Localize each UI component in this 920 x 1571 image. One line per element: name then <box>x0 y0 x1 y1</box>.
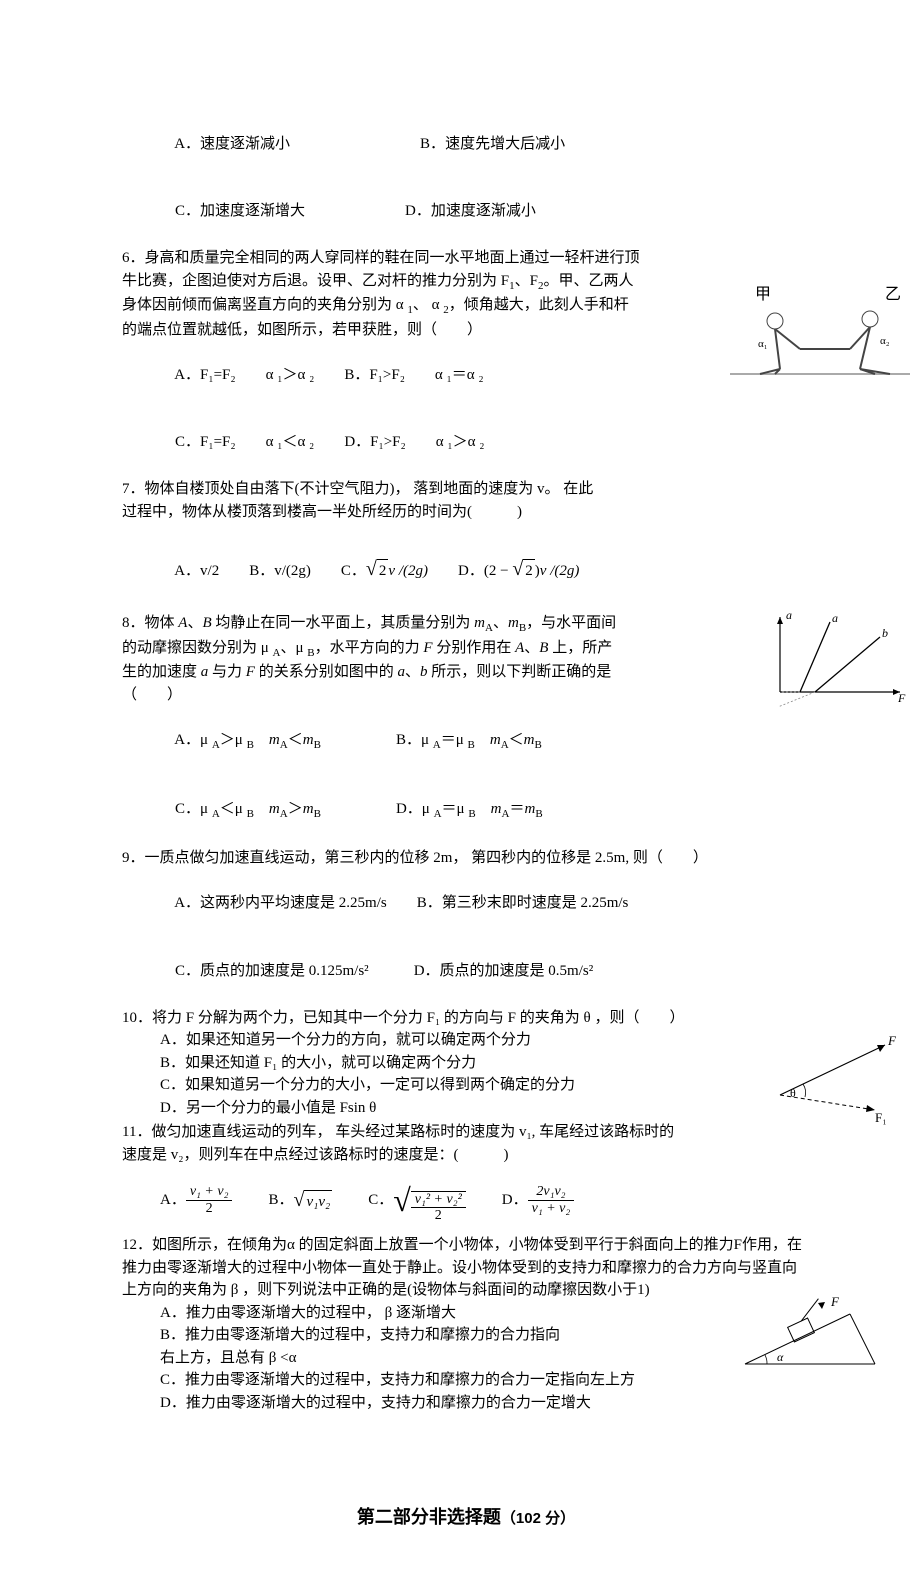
q9: 9．一质点做匀加速直线运动，第三秒内的位移 2m， 第四秒内的位移是 2.5m,… <box>122 847 810 1005</box>
q10: 10．将力 F 分解为两个力，已知其中一个分力 F₁ 的方向与 F 的夹角为 θ… <box>122 1007 810 1120</box>
section2-header: 第二部分非选择题（102 分） <box>122 1504 810 1531</box>
q7: 7．物体自楼顶处自由落下(不计空气阻力)， 落到地面的速度为 v。 在此过程中，… <box>122 478 810 606</box>
q7-optD: D．(2 − √2)v /(2g) <box>458 563 579 579</box>
q5-optC: C．加速度逐渐增大 <box>175 203 305 219</box>
q8-stem: 物体 A、B 均静止在同一水平面上，其质量分别为 mA、mB，与水平面间的动摩擦… <box>122 615 616 703</box>
q12: 12．如图所示，在倾角为α 的固定斜面上放置一个小物体，小物体受到平行于斜面向上… <box>122 1234 810 1414</box>
q6-prefix: 6． <box>122 250 145 266</box>
q6-optC: C．F₁=F₂ α ₁＜α ₂ <box>175 434 314 450</box>
q11-optD: D． 2v₁v₂v₁ + v₂ <box>502 1184 574 1216</box>
section2-score: （102 分） <box>501 1510 575 1527</box>
q10-optC: C．如果知道另一个分力的大小，一定可以得到两个确定的分力 <box>160 1077 575 1093</box>
svg-text:F₁: F₁ <box>875 1110 887 1125</box>
q5-options: A．速度逐渐减小 B．速度先增大后减小 C．加速度逐渐增大 D．加速度逐渐减小 <box>122 110 810 245</box>
q6-optD: D．F₁>F₂ α ₁＞α ₂ <box>344 434 484 450</box>
q8-optA: A．μ A＞μ B mA＜mB <box>174 732 321 748</box>
svg-text:F: F <box>887 1033 897 1048</box>
q6-figure: 甲 乙 α₂ α₁ <box>720 269 920 389</box>
svg-text:F: F <box>897 691 906 705</box>
q11-optB: B． √v₁v₂ <box>268 1185 332 1215</box>
q7-optA: A．v/2 <box>174 563 219 579</box>
q8-optB: B．μ A＝μ B mA＜mB <box>396 732 542 748</box>
q6-optB: B．F₁>F₂ α ₁＝α ₂ <box>344 367 483 383</box>
svg-text:甲: 甲 <box>755 286 771 303</box>
q11: 11．做匀加速直线运动的列车， 车头经过某路标时的速度为 v₁, 车尾经过该路标… <box>122 1121 810 1224</box>
q8-optD: D．μ A＝μ B mA＝mB <box>396 801 543 817</box>
q9-optC: C．质点的加速度是 0.125m/s² <box>175 963 369 979</box>
svg-text:b: b <box>882 626 888 640</box>
q6-optA: A．F₁=F₂ α ₁＞α ₂ <box>174 367 314 383</box>
q11-prefix: 11． <box>122 1124 151 1140</box>
q12-prefix: 12． <box>122 1237 152 1253</box>
q10-optD: D．另一个分力的最小值是 Fsin θ <box>160 1100 376 1116</box>
q9-stem: 一质点做匀加速直线运动，第三秒内的位移 2m， 第四秒内的位移是 2.5m, 则… <box>145 850 708 866</box>
q12-optA: A．推力由零逐渐增大的过程中， β 逐渐增大 <box>160 1305 456 1321</box>
q10-figure: F F₁ θ <box>755 1025 905 1125</box>
q10-stem: 将力 F 分解为两个力，已知其中一个分力 F₁ 的方向与 F 的夹角为 θ ，则… <box>152 1010 684 1026</box>
q9-optA: A．这两秒内平均速度是 2.25m/s <box>174 895 387 911</box>
q5-optD: D．加速度逐渐减小 <box>405 203 536 219</box>
q12-optC: C．推力由零逐渐增大的过程中，支持力和摩擦力的合力一定指向左上方 <box>160 1372 635 1388</box>
q6-stem: 身高和质量完全相同的两人穿同样的鞋在同一水平地面上通过一轻杆进行顶牛比赛，企图迫… <box>122 250 640 338</box>
q12-figure: F α <box>735 1294 885 1374</box>
q9-prefix: 9． <box>122 850 145 866</box>
q7-optC: C．√2v /(2g) <box>341 563 428 579</box>
svg-text:a: a <box>786 608 792 622</box>
q7-prefix: 7． <box>122 481 145 497</box>
q9-optB: B．第三秒末即时速度是 2.25m/s <box>417 895 629 911</box>
svg-text:θ: θ <box>790 1086 796 1100</box>
q12-stem: 如图所示，在倾角为α 的固定斜面上放置一个小物体，小物体受到平行于斜面向上的推力… <box>122 1237 802 1298</box>
q7-stem: 物体自楼顶处自由落下(不计空气阻力)， 落到地面的速度为 v。 在此过程中，物体… <box>122 481 593 520</box>
q8: 8．物体 A、B 均静止在同一水平面上，其质量分别为 mA、mB，与水平面间的动… <box>122 612 810 845</box>
svg-text:a: a <box>832 611 838 625</box>
q10-optA: A．如果还知道另一个分力的方向，就可以确定两个分力 <box>160 1032 531 1048</box>
svg-text:α: α <box>777 1350 784 1364</box>
q9-optD: D．质点的加速度是 0.5m/s² <box>414 963 594 979</box>
q8-optC: C．μ A＜μ B mA＞mB <box>175 801 321 817</box>
svg-text:乙: 乙 <box>885 286 901 303</box>
svg-text:α₂: α₂ <box>880 335 890 347</box>
q12-optB: B．推力由零逐渐增大的过程中，支持力和摩擦力的合力指向右上方，且总有 β <α <box>160 1327 560 1366</box>
q12-optD: D．推力由零逐渐增大的过程中，支持力和摩擦力的合力一定增大 <box>160 1395 591 1411</box>
svg-text:α₁: α₁ <box>758 338 768 350</box>
q10-optB: B．如果还知道 F₁ 的大小，就可以确定两个分力 <box>160 1055 476 1071</box>
q5-optA: A．速度逐渐减小 <box>174 136 290 152</box>
q7-optB: B．v/(2g) <box>249 563 311 579</box>
q11-stem: 做匀加速直线运动的列车， 车头经过某路标时的速度为 v₁, 车尾经过该路标时的速… <box>122 1124 674 1163</box>
q11-optA: A． v₁ + v₂2 <box>160 1184 232 1216</box>
q10-prefix: 10． <box>122 1010 152 1026</box>
q11-optC: C． √v₁² + v₂²2 <box>368 1176 466 1224</box>
q8-prefix: 8． <box>122 615 145 631</box>
q8-figure: a F a b <box>760 607 910 707</box>
q5-optB: B．速度先增大后减小 <box>420 136 565 152</box>
q6: 6．身高和质量完全相同的两人穿同样的鞋在同一水平地面上通过一轻杆进行顶牛比赛，企… <box>122 247 810 476</box>
section2-title: 第二部分非选择题 <box>357 1507 501 1527</box>
